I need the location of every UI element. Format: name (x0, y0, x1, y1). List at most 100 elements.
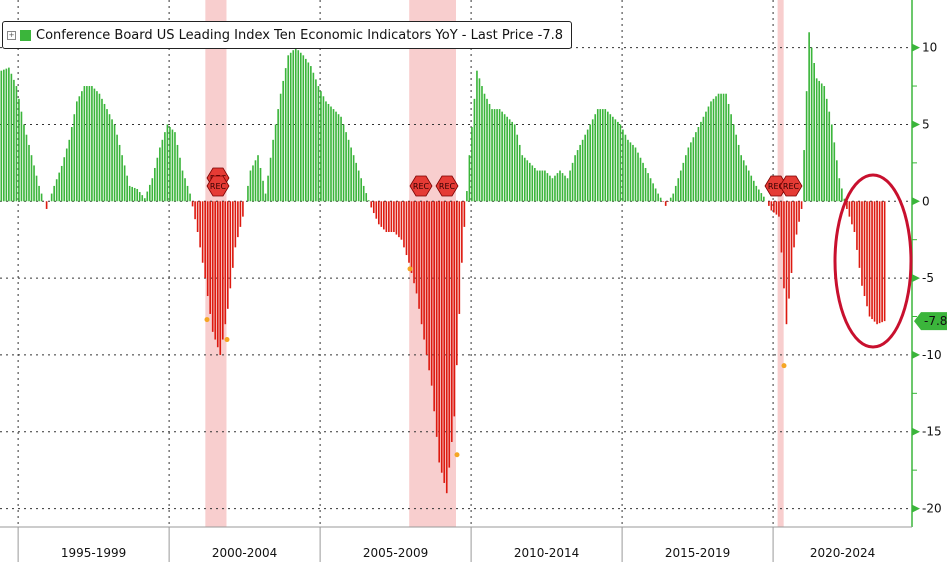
rec-marker-icon (409, 175, 433, 197)
bar (531, 165, 534, 202)
bar (403, 201, 405, 248)
bar (768, 201, 770, 206)
bar (30, 155, 33, 202)
plus-box-icon[interactable]: + (7, 30, 16, 40)
bar (242, 201, 244, 217)
bar (810, 47, 813, 202)
y-tick-marker (912, 350, 920, 359)
bar (347, 139, 350, 202)
bar (747, 170, 750, 202)
bar (372, 201, 375, 214)
bar (299, 52, 302, 202)
bar (778, 201, 780, 217)
bar (408, 201, 410, 263)
bar (596, 109, 599, 202)
bar (65, 148, 68, 202)
bar (289, 52, 292, 202)
bar (825, 98, 828, 202)
bar (639, 157, 642, 202)
bar (55, 179, 58, 202)
bar (362, 185, 365, 202)
bar (682, 162, 685, 202)
bar (627, 139, 629, 202)
bar (93, 88, 96, 202)
bar (317, 86, 320, 202)
x-period-label: 2005-2009 (363, 546, 428, 560)
bar (642, 162, 644, 202)
bar (518, 144, 521, 202)
bar (211, 201, 214, 332)
bar (549, 175, 551, 202)
bar (5, 68, 8, 202)
bar (476, 70, 478, 202)
bar (184, 178, 186, 202)
bar (413, 201, 415, 284)
bar (68, 139, 71, 202)
bar (191, 201, 194, 207)
bar (644, 167, 647, 202)
bar (20, 111, 23, 202)
bar (151, 178, 154, 202)
bar (534, 167, 536, 202)
bar (662, 201, 664, 202)
bar (498, 109, 501, 202)
bar (239, 201, 242, 227)
bar (785, 201, 788, 325)
bar (871, 201, 873, 320)
rec-marker-icon (779, 175, 803, 197)
bar (793, 201, 795, 248)
bar (395, 201, 398, 235)
bar (365, 193, 368, 202)
bar (23, 124, 25, 202)
bar (169, 127, 171, 202)
y-tick-label: 5 (922, 117, 930, 131)
bar (176, 144, 179, 202)
bar (174, 132, 176, 202)
bar (83, 86, 86, 202)
bar (247, 185, 249, 202)
bar (876, 201, 878, 325)
bar (148, 184, 151, 202)
bar (91, 86, 93, 202)
bar (310, 66, 312, 202)
bar (297, 50, 300, 202)
bar (584, 134, 586, 202)
bars (0, 32, 886, 494)
bar (823, 86, 826, 202)
bar (841, 188, 843, 202)
bar (3, 69, 5, 202)
bar (566, 178, 569, 202)
bar (216, 201, 219, 348)
bar (385, 201, 388, 233)
bar (234, 201, 237, 248)
bar (390, 201, 393, 233)
bar (118, 144, 121, 202)
last-price-label: -7.8 (924, 314, 947, 328)
bar (357, 170, 360, 202)
bar (599, 109, 602, 202)
recession-band (777, 0, 784, 527)
event-dot (781, 363, 787, 369)
bar (813, 62, 815, 202)
bar (612, 116, 614, 202)
bar (715, 96, 717, 202)
bar (624, 134, 627, 202)
bar (725, 93, 727, 202)
bar (76, 101, 78, 202)
bar (466, 191, 468, 202)
bar (473, 98, 476, 202)
legend-label: Conference Board US Leading Index Ten Ec… (36, 27, 564, 43)
bar (669, 197, 672, 202)
bar (720, 93, 722, 202)
event-dot (454, 452, 460, 458)
bar (609, 114, 612, 202)
bar (760, 193, 763, 202)
bar (302, 55, 305, 202)
bar (697, 127, 700, 202)
rec-marker-icon (206, 175, 230, 197)
bar (342, 124, 345, 202)
bar (101, 98, 103, 202)
bar (501, 111, 503, 202)
bar (345, 132, 347, 202)
